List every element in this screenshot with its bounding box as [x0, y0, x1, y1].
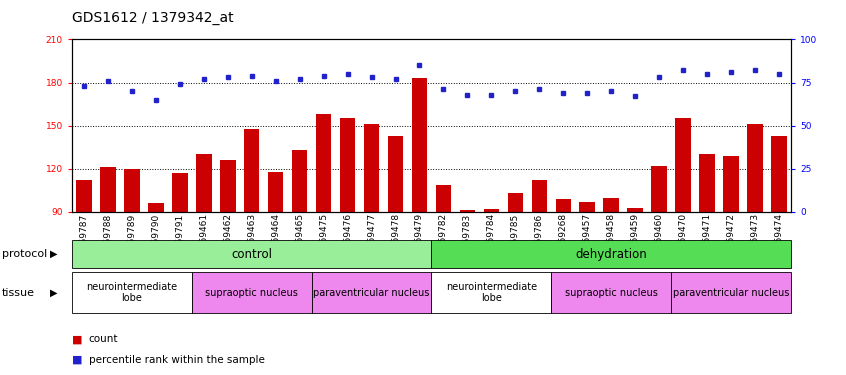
- Bar: [316, 114, 332, 212]
- Bar: [172, 173, 188, 212]
- Bar: [484, 209, 499, 212]
- Text: ■: ■: [72, 334, 82, 344]
- Bar: [508, 193, 523, 212]
- Text: control: control: [231, 248, 272, 261]
- Text: ▶: ▶: [51, 249, 58, 259]
- Bar: [196, 154, 212, 212]
- Text: ▶: ▶: [51, 288, 58, 297]
- Bar: [459, 210, 475, 212]
- Bar: [76, 180, 91, 212]
- Bar: [100, 167, 116, 212]
- Bar: [220, 160, 235, 212]
- Bar: [244, 129, 260, 212]
- Text: tissue: tissue: [2, 288, 35, 297]
- Bar: [700, 154, 715, 212]
- Bar: [651, 166, 667, 212]
- Bar: [364, 124, 379, 212]
- Bar: [268, 172, 283, 212]
- Bar: [603, 198, 619, 212]
- Text: dehydration: dehydration: [575, 248, 647, 261]
- Text: protocol: protocol: [2, 249, 47, 259]
- Text: paraventricular nucleus: paraventricular nucleus: [673, 288, 789, 297]
- Bar: [747, 124, 763, 212]
- Bar: [387, 136, 404, 212]
- Text: supraoptic nucleus: supraoptic nucleus: [565, 288, 657, 297]
- Bar: [412, 78, 427, 212]
- Text: percentile rank within the sample: percentile rank within the sample: [89, 355, 265, 365]
- Text: GDS1612 / 1379342_at: GDS1612 / 1379342_at: [72, 11, 233, 25]
- Bar: [556, 199, 571, 212]
- Text: supraoptic nucleus: supraoptic nucleus: [206, 288, 298, 297]
- Text: ■: ■: [72, 355, 82, 365]
- Text: neurointermediate
lobe: neurointermediate lobe: [86, 282, 178, 303]
- Text: count: count: [89, 334, 118, 344]
- Bar: [772, 136, 787, 212]
- Bar: [292, 150, 307, 212]
- Bar: [628, 208, 643, 212]
- Bar: [148, 203, 163, 212]
- Bar: [124, 169, 140, 212]
- Bar: [531, 180, 547, 212]
- Bar: [340, 118, 355, 212]
- Text: neurointermediate
lobe: neurointermediate lobe: [446, 282, 537, 303]
- Text: paraventricular nucleus: paraventricular nucleus: [313, 288, 430, 297]
- Bar: [723, 156, 739, 212]
- Bar: [436, 184, 451, 212]
- Bar: [675, 118, 691, 212]
- Bar: [580, 202, 595, 212]
